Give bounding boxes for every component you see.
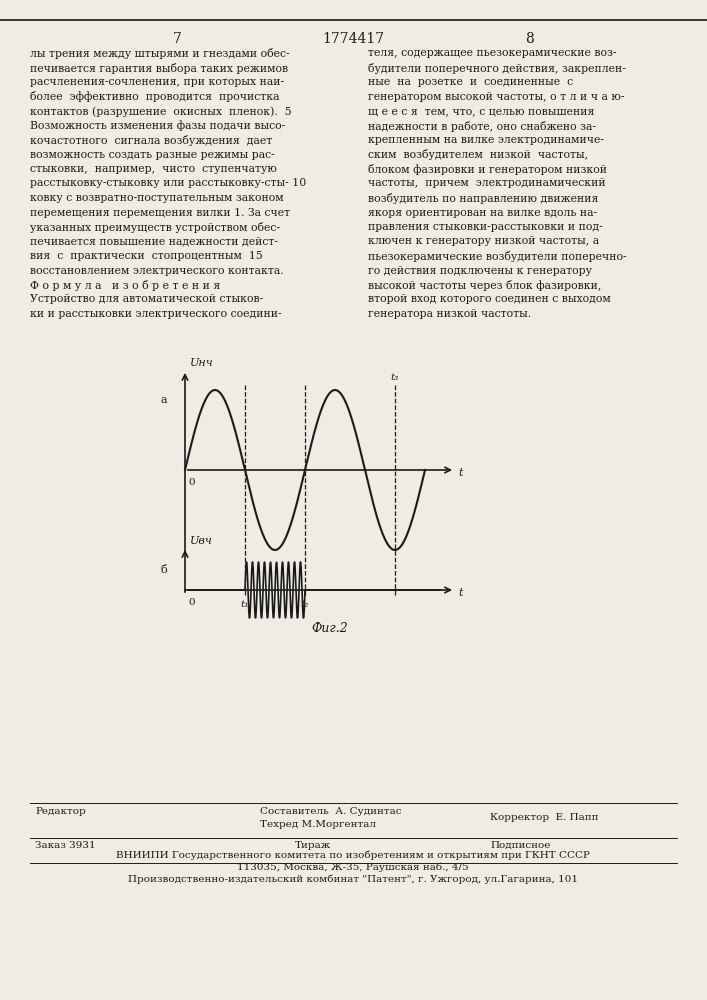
Text: ки и расстыковки электрического соедини-: ки и расстыковки электрического соедини- — [30, 309, 281, 319]
Text: 113035, Москва, Ж-35, Раушская наб., 4/5: 113035, Москва, Ж-35, Раушская наб., 4/5 — [237, 862, 469, 871]
Text: генератора низкой частоты.: генератора низкой частоты. — [368, 309, 531, 319]
Text: вия  с  практически  стопроцентным  15: вия с практически стопроцентным 15 — [30, 251, 263, 261]
Text: Заказ 3931: Заказ 3931 — [35, 841, 95, 850]
Text: перемещения перемещения вилки 1. За счет: перемещения перемещения вилки 1. За счет — [30, 208, 290, 218]
Text: правления стыковки-расстыковки и под-: правления стыковки-расстыковки и под- — [368, 222, 603, 232]
Text: ВНИИПИ Государственного комитета по изобретениям и открытиям при ГКНТ СССР: ВНИИПИ Государственного комитета по изоб… — [116, 850, 590, 859]
Text: ключен к генератору низкой частоты, а: ключен к генератору низкой частоты, а — [368, 236, 599, 246]
Text: теля, содержащее пьезокерамические воз-: теля, содержащее пьезокерамические воз- — [368, 48, 617, 58]
Text: Корректор  Е. Папп: Корректор Е. Папп — [490, 813, 599, 822]
Text: 0: 0 — [188, 598, 194, 607]
Text: контактов (разрушение  окисных  пленок).  5: контактов (разрушение окисных пленок). 5 — [30, 106, 291, 117]
Text: Возможность изменения фазы подачи высо-: Возможность изменения фазы подачи высо- — [30, 120, 285, 131]
Text: Редактор: Редактор — [35, 807, 86, 816]
Text: будители поперечного действия, закреплен-: будители поперечного действия, закреплен… — [368, 62, 626, 74]
Text: пьезокерамические возбудители поперечно-: пьезокерамические возбудители поперечно- — [368, 251, 626, 262]
Text: второй вход которого соединен с выходом: второй вход которого соединен с выходом — [368, 294, 611, 304]
Text: t: t — [458, 588, 462, 598]
Text: более  эффективно  проводится  прочистка: более эффективно проводится прочистка — [30, 92, 279, 103]
Text: Техред М.Моргентал: Техред М.Моргентал — [260, 820, 376, 829]
Text: Uнч: Uнч — [190, 358, 214, 368]
Text: ским  возбудителем  низкой  частоты,: ским возбудителем низкой частоты, — [368, 149, 588, 160]
Text: ковку с возвратно-поступательным законом: ковку с возвратно-поступательным законом — [30, 193, 284, 203]
Text: надежности в работе, оно снабжено за-: надежности в работе, оно снабжено за- — [368, 120, 596, 131]
Text: ные  на  розетке  и  соединенные  с: ные на розетке и соединенные с — [368, 77, 573, 87]
Text: t: t — [458, 468, 462, 478]
Text: блоком фазировки и генератором низкой: блоком фазировки и генератором низкой — [368, 164, 607, 175]
Text: Устройство для автоматической стыков-: Устройство для автоматической стыков- — [30, 294, 263, 304]
Text: 0: 0 — [188, 478, 194, 487]
Text: возможность создать разные режимы рас-: возможность создать разные режимы рас- — [30, 149, 275, 159]
Text: крепленным на вилке электродинамиче-: крепленным на вилке электродинамиче- — [368, 135, 604, 145]
Text: го действия подключены к генератору: го действия подключены к генератору — [368, 265, 592, 275]
Text: Uвч: Uвч — [190, 536, 213, 546]
Text: генератором высокой частоты, о т л и ч а ю-: генератором высокой частоты, о т л и ч а… — [368, 92, 624, 102]
Text: Ф о р м у л а   и з о б р е т е н и я: Ф о р м у л а и з о б р е т е н и я — [30, 280, 221, 291]
Text: а: а — [160, 395, 167, 405]
Text: расчленения-сочленения, при которых наи-: расчленения-сочленения, при которых наи- — [30, 77, 284, 87]
Text: кочастотного  сигнала возбуждения  дает: кочастотного сигнала возбуждения дает — [30, 135, 272, 146]
Text: стыковки,  например,  чисто  ступенчатую: стыковки, например, чисто ступенчатую — [30, 164, 277, 174]
Text: печивается повышение надежности дейст-: печивается повышение надежности дейст- — [30, 236, 278, 246]
Text: лы трения между штырями и гнездами обес-: лы трения между штырями и гнездами обес- — [30, 48, 290, 59]
Text: 1774417: 1774417 — [322, 32, 384, 46]
Text: Тираж: Тираж — [295, 841, 331, 850]
Text: 7: 7 — [173, 32, 182, 46]
Text: расстыковку-стыковку или расстыковку-сты- 10: расстыковку-стыковку или расстыковку-сты… — [30, 178, 306, 188]
Text: частоты,  причем  электродинамический: частоты, причем электродинамический — [368, 178, 606, 188]
Text: восстановлением электрического контакта.: восстановлением электрического контакта. — [30, 265, 284, 275]
Text: щ е е с я  тем, что, с целью повышения: щ е е с я тем, что, с целью повышения — [368, 106, 595, 116]
Text: 8: 8 — [525, 32, 534, 46]
Text: указанных преимуществ устройством обес-: указанных преимуществ устройством обес- — [30, 222, 280, 233]
Text: Фиг.2: Фиг.2 — [312, 622, 349, 635]
Text: якоря ориентирован на вилке вдоль на-: якоря ориентирован на вилке вдоль на- — [368, 208, 597, 218]
Text: Подписное: Подписное — [490, 841, 550, 850]
Text: t₂: t₂ — [301, 600, 309, 609]
Text: печивается гарантия выбора таких режимов: печивается гарантия выбора таких режимов — [30, 62, 288, 74]
Text: t₁: t₁ — [241, 600, 249, 609]
Text: Составитель  А. Судинтас: Составитель А. Судинтас — [260, 807, 402, 816]
Text: б: б — [160, 565, 167, 575]
Text: Производственно-издательский комбинат "Патент", г. Ужгород, ул.Гагарина, 101: Производственно-издательский комбинат "П… — [128, 875, 578, 884]
Text: t₃: t₃ — [391, 373, 399, 382]
Text: возбудитель по направлению движения: возбудитель по направлению движения — [368, 193, 598, 204]
Text: высокой частоты через блок фазировки,: высокой частоты через блок фазировки, — [368, 280, 602, 291]
